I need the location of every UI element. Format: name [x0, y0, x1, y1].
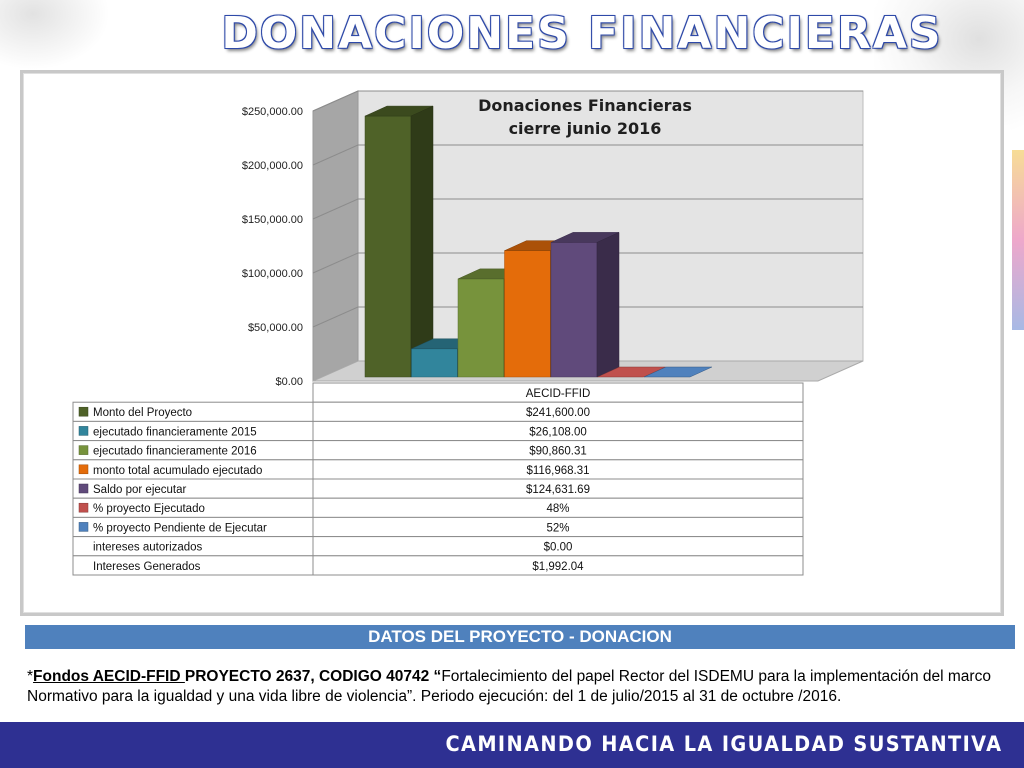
legend-swatch — [78, 464, 89, 475]
table-series-name: ejecutado financieramente 2016 — [93, 446, 257, 458]
y-tick-label: $100,000.00 — [242, 268, 303, 280]
table-data-label: $26,108.00 — [529, 426, 587, 438]
footer-slogan: CAMINANDO HACIA LA IGUALDAD SUSTANTIVA — [444, 732, 1002, 756]
table-series-name: Monto del Proyecto — [93, 407, 192, 419]
desc-project-label: PROYECTO 2637, CODIGO 40742 “ — [184, 668, 442, 685]
desc-fund-label: Fondos AECID-FFID — [33, 668, 185, 685]
table-data-label: $1,992.04 — [532, 561, 584, 573]
y-tick-label: $250,000.00 — [242, 106, 303, 118]
desc-prefix: * — [27, 668, 34, 685]
table-series-name: % proyecto Pendiente de Ejecutar — [93, 522, 267, 534]
header-photo-left — [0, 0, 110, 70]
table-row-value-cell — [312, 555, 804, 576]
y-tick-label: $0.00 — [275, 376, 303, 388]
table-data-label: $0.00 — [544, 542, 573, 554]
bar-front-4 — [550, 242, 598, 378]
legend-swatch — [78, 445, 89, 455]
y-tick-label: $200,000.00 — [242, 160, 303, 172]
legend-swatch — [78, 502, 89, 513]
gridline — [312, 198, 863, 220]
bar-side-0 — [410, 105, 434, 378]
bar-front-3 — [504, 250, 551, 378]
table-data-label: $90,860.31 — [529, 446, 587, 458]
chart-title-line: cierre junio 2016 — [509, 119, 662, 138]
legend-swatch — [78, 483, 89, 494]
chart-title-line: Donaciones Financieras — [478, 96, 692, 115]
gridline — [312, 306, 863, 328]
table-data-label: $116,968.31 — [526, 465, 589, 477]
legend-swatch — [78, 522, 89, 532]
table-series-name: % proyecto Ejecutado — [93, 503, 205, 515]
bar-6 — [643, 366, 713, 378]
table-series-name: monto total acumulado ejecutado — [93, 465, 262, 477]
bar-front-2 — [457, 278, 505, 378]
y-tick-label: $150,000.00 — [242, 214, 303, 226]
bar-front-1 — [411, 348, 458, 378]
bar-chart: $250,000.00 $200,000.00 $150,000.00 $100,00… — [72, 90, 864, 576]
legend-swatch — [78, 406, 89, 417]
table-series-name: Intereses Generados — [93, 561, 201, 573]
table-series-name: Saldo por ejecutar — [93, 484, 187, 496]
chart-side-wall — [312, 90, 359, 382]
slide-title: DONACIONES FINANCIERAS — [221, 8, 943, 59]
y-tick-label: $50,000.00 — [248, 322, 303, 334]
datos-header: DATOS DEL PROYECTO - DONACION — [25, 625, 1015, 649]
chart-frame: $250,000.00 $200,000.00 $150,000.00 $100,00… — [20, 70, 1004, 616]
bar-side-4 — [596, 232, 620, 378]
table-data-label: 52% — [546, 522, 569, 534]
table-series-name: intereses autorizados — [93, 542, 203, 554]
bar-front-0 — [364, 115, 412, 378]
side-accent-stripe — [1012, 150, 1024, 330]
gridline — [312, 90, 863, 112]
table-data-label: $241,600.00 — [526, 407, 590, 419]
table-category-label: AECID-FFID — [526, 388, 591, 400]
footer-bar: CAMINANDO HACIA LA IGUALDAD SUSTANTIVA — [0, 719, 1024, 768]
desc-body: Fortalecimiento del papel Rector del ISD… — [27, 668, 991, 705]
table-series-name: ejecutado financieramente 2015 — [93, 426, 257, 438]
gridline — [312, 252, 863, 274]
table-data-label: 48% — [546, 503, 569, 515]
table-data-label: $124,631.69 — [526, 484, 590, 496]
gridline — [312, 144, 863, 166]
project-description: *Fondos AECID-FFID PROYECTO 2637, CODIGO… — [27, 667, 1017, 707]
legend-swatch — [78, 426, 89, 436]
